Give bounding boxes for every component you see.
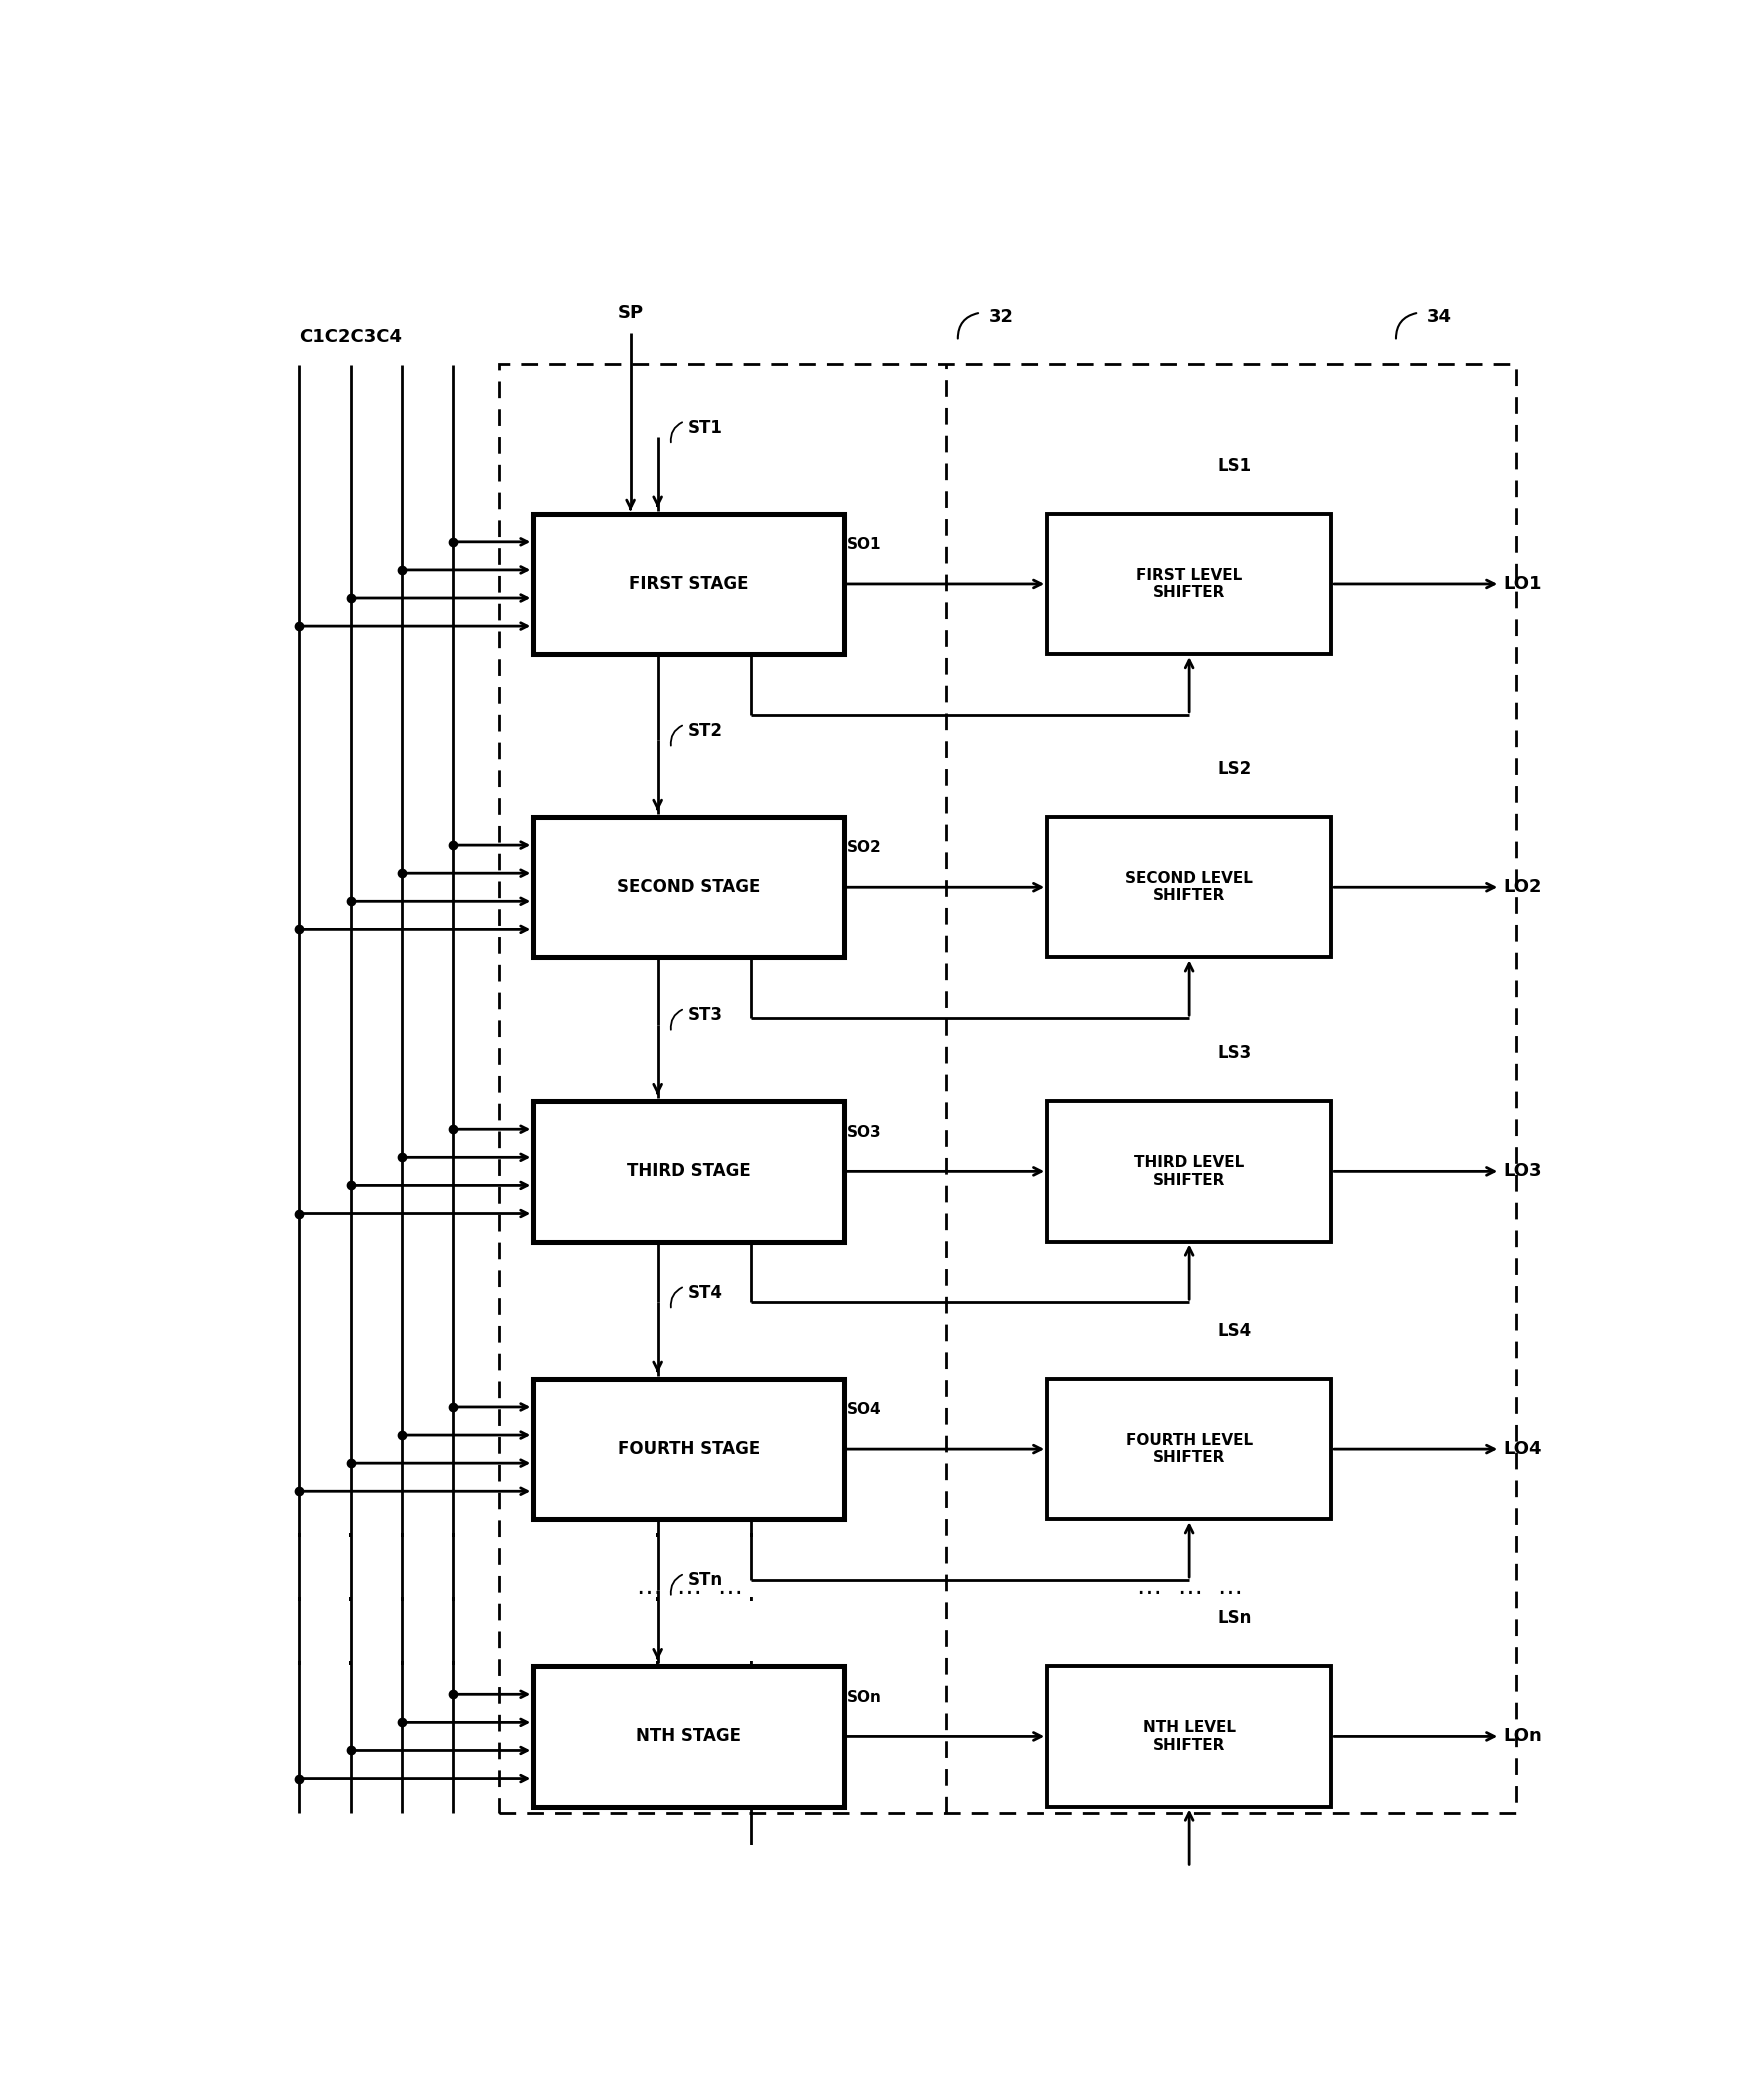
Text: THIRD STAGE: THIRD STAGE xyxy=(626,1163,750,1180)
Text: ⋯: ⋯ xyxy=(635,1582,661,1605)
Text: SECOND LEVEL
SHIFTER: SECOND LEVEL SHIFTER xyxy=(1126,871,1253,904)
Text: .: . xyxy=(653,1515,661,1542)
Text: .: . xyxy=(448,1580,457,1607)
Text: .: . xyxy=(398,1642,407,1671)
Text: ⋯: ⋯ xyxy=(1218,1582,1242,1605)
Text: .: . xyxy=(295,1515,304,1542)
Bar xyxy=(1047,817,1331,958)
Text: ⋯: ⋯ xyxy=(1176,1582,1202,1605)
Text: LO3: LO3 xyxy=(1502,1163,1541,1180)
Text: STn: STn xyxy=(688,1571,722,1590)
Text: FOURTH LEVEL
SHIFTER: FOURTH LEVEL SHIFTER xyxy=(1126,1432,1253,1466)
Text: FIRST STAGE: FIRST STAGE xyxy=(628,574,749,593)
Text: C1C2C3C4: C1C2C3C4 xyxy=(300,328,403,346)
Text: LO2: LO2 xyxy=(1502,879,1541,896)
Text: .: . xyxy=(295,1580,304,1607)
Text: .: . xyxy=(346,1515,354,1542)
Text: .: . xyxy=(295,1642,304,1671)
Bar xyxy=(534,1379,845,1520)
Text: LO1: LO1 xyxy=(1502,574,1541,593)
Bar xyxy=(1047,1667,1331,1808)
Text: .: . xyxy=(346,1642,354,1671)
Text: LO4: LO4 xyxy=(1502,1441,1541,1457)
Text: LS1: LS1 xyxy=(1218,456,1251,475)
Text: .: . xyxy=(346,1580,354,1607)
Text: .: . xyxy=(398,1515,407,1542)
Text: SP: SP xyxy=(618,303,644,321)
Text: ⋯: ⋯ xyxy=(677,1582,701,1605)
Bar xyxy=(1047,1379,1331,1520)
Text: SO2: SO2 xyxy=(846,840,881,856)
Text: SOn: SOn xyxy=(846,1689,881,1704)
Text: LOn: LOn xyxy=(1502,1727,1541,1745)
Text: .: . xyxy=(448,1642,457,1671)
Text: 32: 32 xyxy=(989,309,1014,325)
Text: SECOND STAGE: SECOND STAGE xyxy=(618,879,761,896)
Text: ST1: ST1 xyxy=(688,419,722,437)
Text: LS4: LS4 xyxy=(1218,1323,1251,1339)
Text: FIRST LEVEL
SHIFTER: FIRST LEVEL SHIFTER xyxy=(1136,568,1242,601)
Bar xyxy=(534,817,845,958)
Text: LS2: LS2 xyxy=(1218,761,1251,777)
Text: SO4: SO4 xyxy=(846,1401,881,1418)
Text: ⋯: ⋯ xyxy=(717,1582,742,1605)
Text: .: . xyxy=(747,1515,756,1542)
Text: ST4: ST4 xyxy=(688,1283,722,1302)
Text: SO3: SO3 xyxy=(846,1124,881,1140)
Text: 34: 34 xyxy=(1427,309,1452,325)
Text: SO1: SO1 xyxy=(846,537,881,551)
Text: ST3: ST3 xyxy=(688,1005,722,1024)
Bar xyxy=(534,1101,845,1242)
Text: .: . xyxy=(448,1515,457,1542)
Bar xyxy=(1047,514,1331,655)
Text: ST2: ST2 xyxy=(688,721,722,740)
Text: .: . xyxy=(747,1642,756,1671)
Bar xyxy=(534,514,845,655)
Text: ⋯: ⋯ xyxy=(1136,1582,1160,1605)
Text: LS3: LS3 xyxy=(1218,1045,1251,1061)
Text: .: . xyxy=(398,1580,407,1607)
Text: .: . xyxy=(653,1580,661,1607)
Text: THIRD LEVEL
SHIFTER: THIRD LEVEL SHIFTER xyxy=(1134,1155,1244,1188)
Text: LSn: LSn xyxy=(1218,1609,1251,1627)
Text: FOURTH STAGE: FOURTH STAGE xyxy=(618,1441,759,1457)
Bar xyxy=(499,363,1516,1814)
Bar xyxy=(1047,1101,1331,1242)
Bar xyxy=(534,1667,845,1808)
Text: .: . xyxy=(653,1642,661,1671)
Text: .: . xyxy=(747,1580,756,1607)
Text: NTH STAGE: NTH STAGE xyxy=(637,1727,742,1745)
Text: NTH LEVEL
SHIFTER: NTH LEVEL SHIFTER xyxy=(1143,1721,1235,1752)
